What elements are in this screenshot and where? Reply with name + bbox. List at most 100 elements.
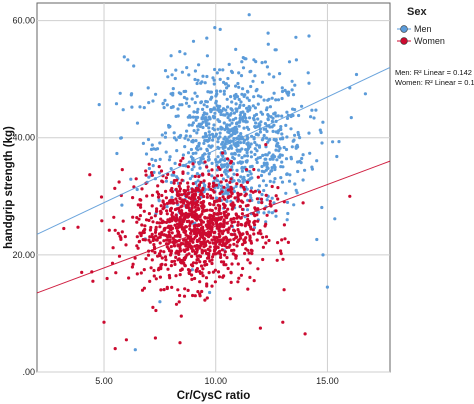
x-tick-label: 10.00	[204, 376, 227, 386]
data-point	[200, 240, 204, 244]
data-point	[246, 173, 250, 177]
data-point	[186, 181, 190, 185]
data-point	[190, 187, 194, 191]
data-point	[183, 145, 187, 149]
data-point	[226, 175, 230, 179]
data-point	[280, 86, 284, 90]
data-point	[266, 98, 270, 102]
data-point	[321, 253, 325, 257]
data-point	[286, 240, 290, 244]
data-point	[162, 288, 166, 292]
data-point	[147, 101, 151, 105]
data-point	[204, 121, 208, 125]
data-point	[217, 275, 222, 279]
data-point	[152, 274, 156, 278]
data-point	[320, 205, 324, 210]
data-point	[190, 277, 194, 281]
y-axis-title: handgrip strength (kg)	[3, 126, 15, 249]
data-point	[201, 120, 205, 124]
data-point	[260, 169, 264, 173]
data-point	[155, 147, 160, 151]
data-point	[194, 228, 198, 233]
data-point	[306, 71, 310, 75]
data-point	[210, 258, 214, 262]
data-point	[97, 103, 101, 107]
data-point	[184, 238, 188, 242]
data-point	[166, 238, 170, 242]
data-point	[191, 151, 195, 156]
data-point	[192, 165, 196, 169]
data-point	[242, 241, 246, 245]
data-point	[241, 115, 245, 119]
data-point	[235, 240, 240, 244]
data-point	[203, 263, 207, 267]
data-point	[255, 238, 259, 242]
data-point	[243, 238, 247, 242]
data-point	[239, 100, 243, 104]
data-point	[203, 298, 207, 302]
data-point	[221, 240, 225, 244]
data-point	[265, 213, 269, 217]
data-point	[256, 175, 260, 179]
data-point	[200, 226, 204, 230]
data-point	[134, 177, 138, 181]
data-point	[226, 127, 230, 131]
data-point	[287, 179, 292, 183]
data-point	[245, 232, 249, 236]
data-point	[229, 112, 233, 116]
data-point	[169, 249, 174, 253]
data-point	[121, 108, 125, 112]
data-point	[183, 256, 187, 260]
data-point	[141, 238, 145, 242]
data-point	[293, 83, 297, 87]
data-point	[154, 92, 158, 96]
data-point	[148, 228, 152, 232]
data-point	[248, 193, 252, 197]
data-point	[265, 129, 269, 133]
data-point	[276, 241, 280, 245]
data-point	[118, 234, 122, 238]
data-point	[154, 228, 158, 232]
data-point	[288, 173, 292, 177]
data-point	[236, 280, 240, 284]
data-point	[166, 172, 170, 176]
data-point	[261, 179, 266, 183]
data-point	[225, 137, 229, 142]
data-point	[179, 222, 183, 226]
data-point	[256, 207, 260, 211]
data-point	[243, 224, 247, 228]
data-point	[214, 158, 218, 162]
data-point	[184, 233, 188, 237]
data-point	[249, 227, 253, 231]
data-point	[243, 93, 247, 97]
data-point	[251, 79, 255, 83]
data-point	[211, 241, 215, 245]
data-point	[111, 246, 115, 250]
data-point	[172, 179, 176, 183]
data-point	[169, 54, 173, 58]
data-point	[270, 166, 274, 170]
data-point	[169, 188, 173, 193]
data-point	[205, 192, 209, 196]
data-point	[203, 237, 207, 241]
data-point	[174, 68, 178, 72]
data-point	[197, 142, 201, 146]
data-point	[144, 218, 149, 222]
data-point	[264, 143, 268, 147]
data-point	[209, 214, 213, 218]
data-point	[172, 173, 176, 177]
data-point	[238, 120, 242, 124]
data-point	[255, 160, 259, 165]
fit-label-women: Women: R² Linear = 0.166	[395, 78, 474, 87]
data-point	[226, 230, 230, 234]
data-point	[181, 156, 185, 160]
data-point	[210, 238, 214, 242]
data-point	[213, 268, 217, 272]
data-point	[229, 224, 234, 228]
data-point	[232, 189, 236, 194]
data-point	[197, 160, 201, 165]
data-point	[234, 107, 238, 111]
data-point	[205, 118, 209, 122]
data-point	[193, 276, 197, 281]
data-point	[205, 74, 209, 79]
